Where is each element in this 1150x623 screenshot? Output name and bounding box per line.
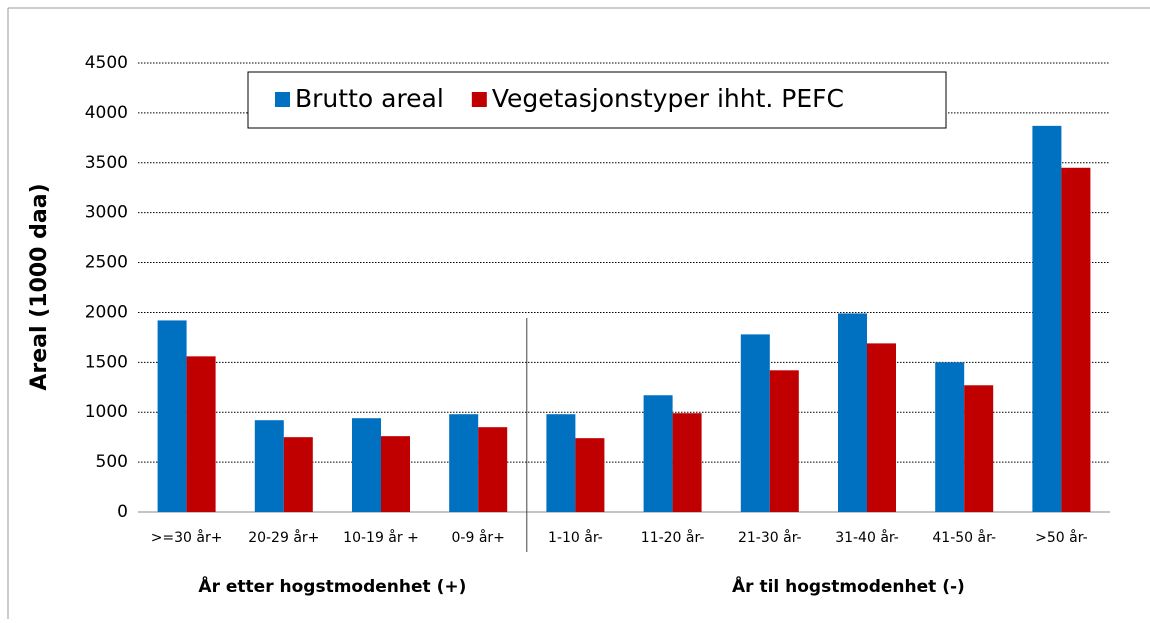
y-tick-label: 0	[117, 502, 128, 522]
legend-label: Vegetasjonstyper ihht. PEFC	[492, 84, 844, 113]
legend-box	[247, 71, 947, 129]
bar	[964, 385, 994, 512]
y-tick-label: 2000	[85, 302, 128, 322]
bar	[867, 343, 896, 512]
bar	[643, 395, 673, 512]
x-tick-label: 1-10 år-	[548, 529, 603, 546]
y-tick-label: 3000	[85, 203, 128, 223]
bar	[740, 334, 770, 512]
x-tick-label: 11-20 år-	[641, 529, 705, 546]
group-label: År til hogstmodenhet (-)	[732, 574, 965, 597]
y-tick-label: 4500	[85, 53, 128, 73]
x-tick-label: 0-9 år+	[452, 529, 505, 546]
bar	[254, 420, 284, 512]
bar	[672, 413, 702, 512]
bar	[769, 370, 799, 512]
group-label: År etter hogstmodenhet (+)	[198, 574, 466, 597]
bar	[352, 418, 381, 512]
x-tick-label: 41-50 år-	[932, 529, 996, 546]
x-tick-label: >=30 år+	[151, 529, 223, 546]
bar	[546, 414, 576, 512]
bar	[157, 320, 187, 512]
x-tick-label: 31-40 år-	[835, 529, 899, 546]
bar	[838, 313, 867, 512]
bar	[1061, 167, 1091, 512]
bar	[575, 438, 605, 512]
y-axis-label: Areal (1000 daa)	[27, 183, 52, 390]
bar	[935, 362, 965, 512]
bar	[478, 427, 508, 512]
y-tick-label: 1000	[85, 402, 128, 422]
y-tick-label: 3500	[85, 153, 128, 173]
y-tick-label: 1500	[85, 352, 128, 372]
y-tick-label: 2500	[85, 253, 128, 273]
bar	[449, 414, 479, 512]
x-tick-label: 21-30 år-	[738, 529, 802, 546]
y-tick-label: 4000	[85, 103, 128, 123]
bar	[1032, 125, 1062, 513]
bar	[186, 356, 216, 512]
x-tick-label: 10-19 år +	[343, 529, 419, 546]
x-tick-label: >50 år-	[1035, 529, 1088, 546]
legend-swatch	[275, 92, 290, 107]
bar	[381, 436, 410, 512]
legend-label: Brutto areal	[295, 84, 444, 113]
legend-swatch	[471, 92, 487, 107]
y-tick-label: 500	[96, 452, 128, 472]
x-tick-label: 20-29 år+	[248, 529, 319, 546]
bar	[283, 437, 313, 512]
